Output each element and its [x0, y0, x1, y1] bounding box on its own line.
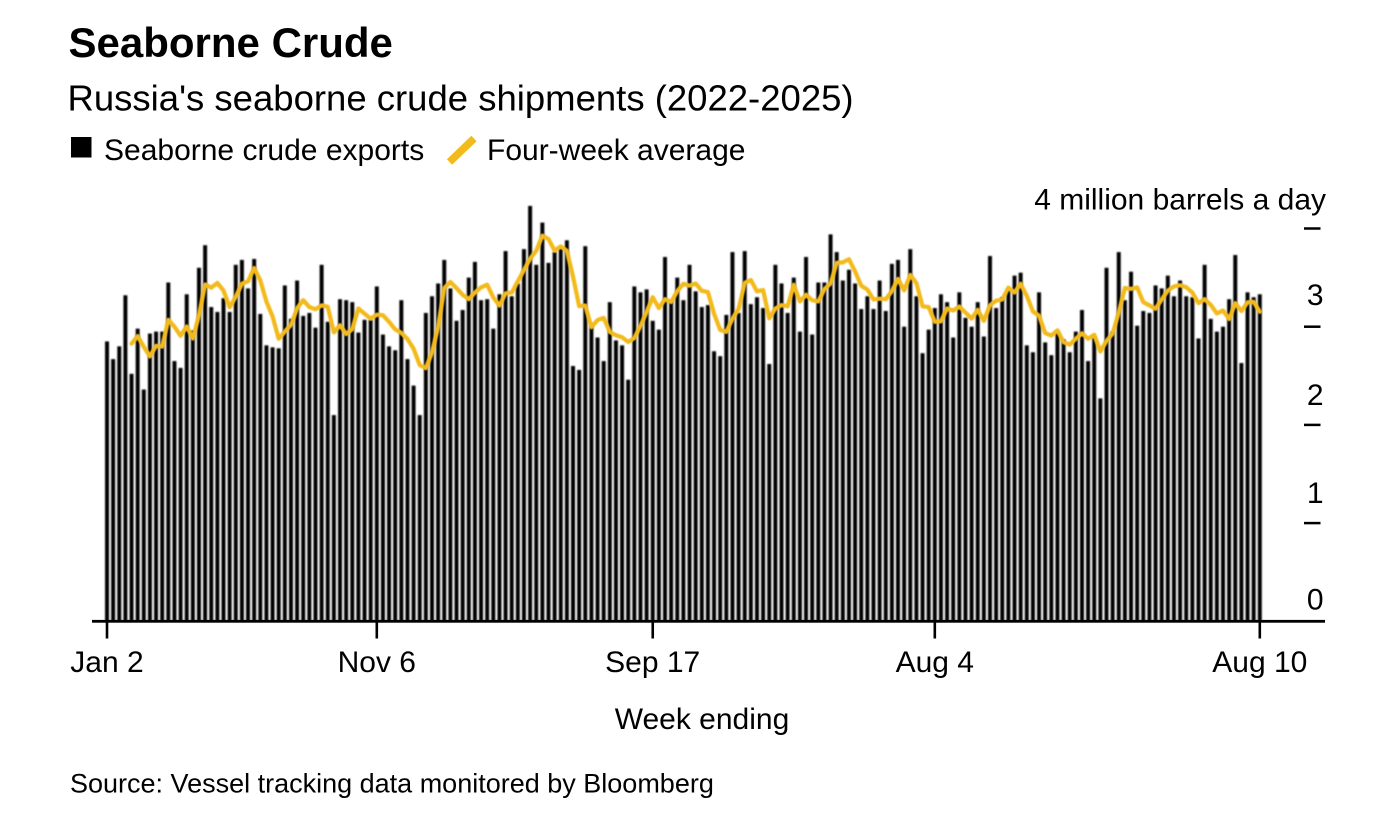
- svg-text:Seaborne crude exports: Seaborne crude exports: [104, 134, 424, 167]
- svg-text:Aug 4: Aug 4: [896, 646, 974, 679]
- svg-text:Jan 2: Jan 2: [70, 646, 143, 679]
- svg-text:Week ending: Week ending: [615, 703, 790, 736]
- svg-text:1: 1: [1307, 477, 1324, 510]
- svg-text:3: 3: [1307, 279, 1324, 312]
- svg-text:Seaborne Crude: Seaborne Crude: [69, 19, 393, 66]
- svg-text:4 million barrels a day: 4 million barrels a day: [1034, 184, 1326, 217]
- svg-text:0: 0: [1307, 584, 1324, 617]
- svg-text:2: 2: [1307, 379, 1324, 412]
- svg-text:Sep 17: Sep 17: [605, 646, 700, 679]
- svg-text:Russia's seaborne crude shipme: Russia's seaborne crude shipments (2022-…: [68, 78, 854, 119]
- svg-text:Four-week average: Four-week average: [487, 134, 745, 167]
- svg-text:Source: Vessel tracking data m: Source: Vessel tracking data monitored b…: [70, 769, 714, 799]
- svg-text:Aug 10: Aug 10: [1212, 646, 1307, 679]
- svg-text:Nov 6: Nov 6: [338, 646, 416, 679]
